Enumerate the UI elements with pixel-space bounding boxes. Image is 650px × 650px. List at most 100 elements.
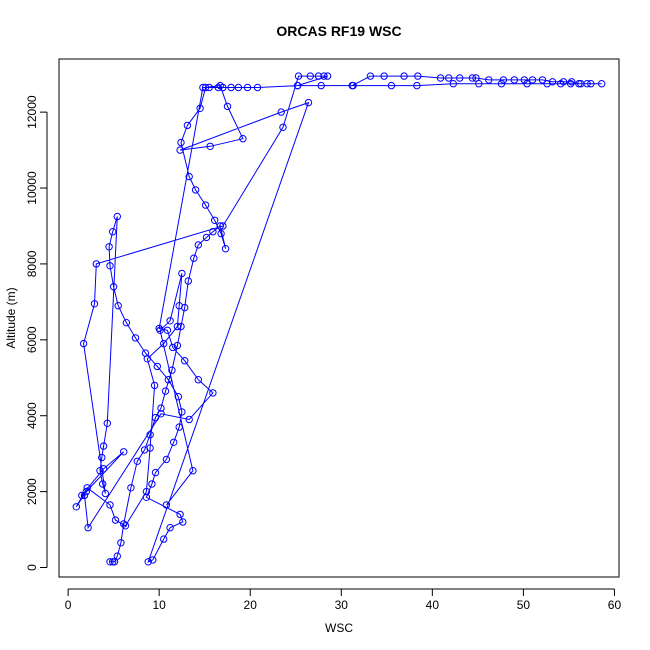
x-tick-label: 30: [335, 598, 349, 612]
data-point: [166, 317, 174, 325]
data-point: [142, 487, 151, 496]
data-point: [211, 216, 219, 225]
data-point: [179, 518, 187, 526]
data-point: [277, 108, 285, 116]
data-point: [456, 74, 464, 82]
x-tick-label: 10: [152, 598, 166, 612]
data-point: [146, 431, 154, 439]
x-tick-label: 40: [426, 598, 440, 612]
data-point: [306, 72, 314, 80]
y-tick-label: 12000: [25, 95, 39, 129]
data-point: [528, 76, 537, 84]
data-point: [156, 326, 164, 334]
data-point: [177, 138, 185, 147]
data-point: [543, 80, 551, 88]
data-point: [131, 334, 140, 342]
data-point: [72, 503, 81, 511]
data-point: [110, 558, 119, 566]
data-point: [475, 80, 483, 88]
data-point: [90, 300, 99, 308]
data-point: [157, 404, 165, 412]
data-point: [106, 558, 114, 566]
data-point: [183, 121, 192, 130]
x-axis: 0 10 20 30 40 50 60: [65, 588, 622, 612]
data-point: [99, 465, 108, 473]
data-point: [199, 83, 207, 92]
data-point: [109, 283, 118, 291]
data-point: [575, 80, 583, 88]
data-point: [294, 72, 303, 80]
data-point: [181, 357, 189, 365]
data-point: [98, 453, 106, 462]
y-tick-label: 4000: [25, 402, 39, 429]
data-point: [202, 233, 211, 242]
data-point: [169, 343, 177, 352]
data-point: [117, 539, 125, 547]
data-point: [239, 135, 247, 143]
data-point: [146, 444, 154, 452]
data-point: [317, 81, 325, 90]
data-point: [168, 366, 176, 374]
data-point: [106, 262, 114, 270]
data-point: [366, 72, 375, 80]
data-point: [177, 322, 185, 331]
data-point: [83, 484, 91, 492]
data-point: [201, 83, 210, 92]
data-point: [150, 381, 159, 390]
data-point: [120, 520, 128, 528]
data-point: [113, 552, 122, 560]
data-point: [400, 72, 408, 80]
data-point: [380, 72, 388, 80]
data-point: [538, 76, 547, 84]
data-point: [221, 245, 230, 253]
data-point: [189, 467, 197, 475]
data-point: [142, 493, 151, 501]
data-point: [82, 487, 91, 496]
y-tick-label: 2000: [25, 478, 39, 505]
data-point: [194, 241, 203, 249]
data-point: [214, 83, 223, 92]
data-point: [175, 302, 183, 310]
data-point: [121, 522, 130, 530]
data-point: [133, 457, 142, 465]
data-point: [173, 322, 182, 331]
y-tick-label: 6000: [25, 326, 39, 353]
data-point: [143, 355, 152, 363]
data-point: [162, 455, 171, 464]
data-point: [166, 524, 174, 532]
data-point: [253, 83, 262, 92]
data-point: [243, 83, 252, 92]
series-layer: [72, 72, 606, 566]
data-point: [387, 81, 396, 90]
data-point: [499, 76, 508, 84]
data-point: [598, 80, 606, 88]
data-point: [196, 104, 204, 113]
data-point: [153, 362, 162, 371]
data-point: [122, 319, 131, 327]
data-point: [109, 228, 117, 236]
data-point: [449, 80, 457, 88]
data-point: [557, 80, 565, 88]
data-point: [99, 442, 108, 450]
data-point: [101, 489, 110, 498]
data-point: [219, 222, 227, 230]
data-point: [84, 524, 92, 532]
data-point: [161, 387, 170, 395]
data-point: [201, 201, 210, 209]
data-point: [436, 74, 445, 82]
data-point: [148, 480, 156, 488]
data-point: [510, 76, 518, 84]
data-point: [79, 339, 88, 348]
data-point: [164, 376, 173, 384]
data-point: [92, 260, 101, 268]
data-point: [151, 413, 160, 422]
data-point: [157, 410, 165, 418]
data-point: [445, 74, 453, 82]
data-point: [96, 467, 104, 475]
data-point: [160, 535, 168, 543]
y-axis: 0 2000 4000 6000 8000 10000 12000: [25, 95, 48, 571]
x-tick-label: 60: [608, 598, 622, 612]
data-point: [144, 558, 152, 566]
